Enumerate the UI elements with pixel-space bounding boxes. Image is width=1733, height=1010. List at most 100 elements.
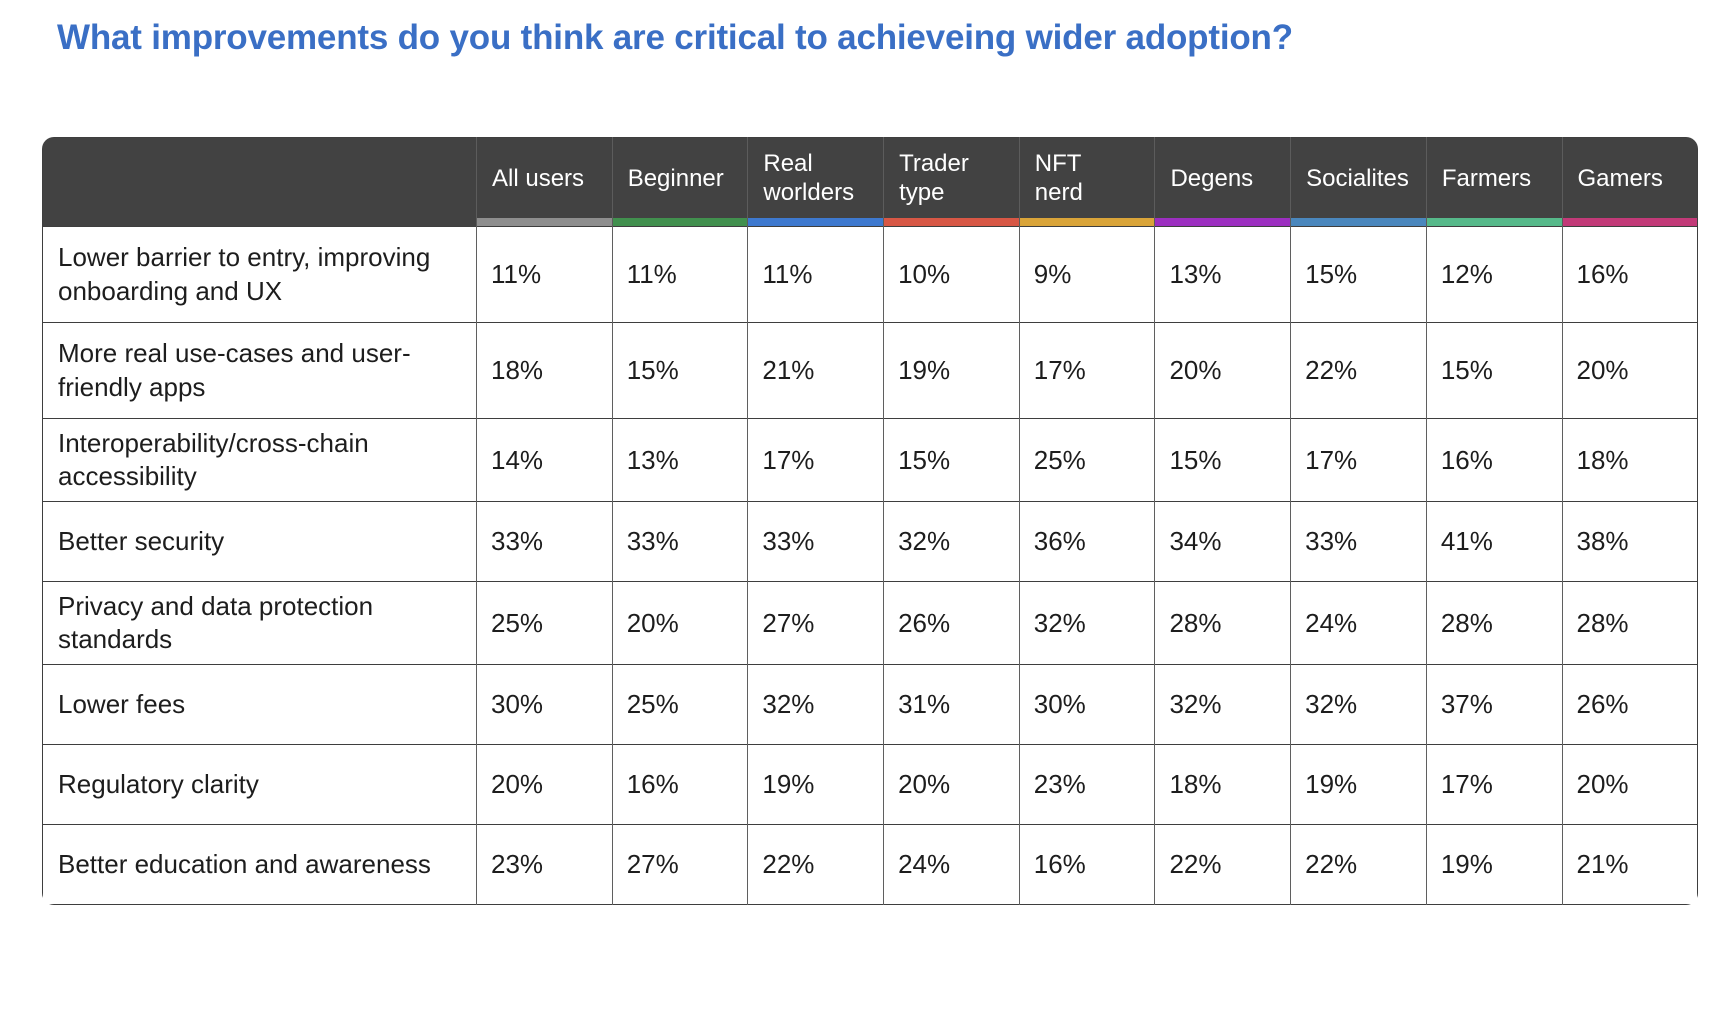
value-cell: 27%: [747, 581, 884, 665]
value-cell: 12%: [1425, 226, 1562, 323]
column-color-bar: [1426, 218, 1562, 226]
value-cell: 30%: [476, 664, 613, 745]
value-cell: 18%: [476, 322, 613, 419]
value-cell: 22%: [1290, 322, 1427, 419]
value-cell: 25%: [1018, 417, 1155, 502]
column-color-bar: [748, 218, 884, 226]
column-header: Degens: [1154, 137, 1291, 227]
table-row: More real use-cases and user-friendly ap…: [42, 322, 1698, 419]
value-cell: 19%: [747, 744, 884, 825]
table-row: Better security 33% 33% 33% 32% 36% 34% 33% 41% 3…: [42, 501, 1698, 582]
column-header-label: Degens: [1170, 164, 1254, 192]
value-cell: 30%: [1018, 664, 1155, 745]
table-row: Better education and awareness 23% 27% 22% 2…: [42, 824, 1698, 905]
value-cell: 24%: [1290, 581, 1427, 665]
column-color-bar: [477, 218, 612, 226]
value-cell: 21%: [747, 322, 884, 419]
value-cell: 33%: [747, 501, 884, 582]
value-cell: 19%: [883, 322, 1020, 419]
value-cell: 34%: [1154, 501, 1291, 582]
value-cell: 23%: [476, 824, 613, 905]
value-cell: 20%: [883, 744, 1020, 825]
row-label: Lower fees: [42, 664, 477, 745]
value-cell: 28%: [1561, 581, 1698, 665]
column-color-bar: [612, 218, 748, 226]
table-row: Interoperability/cross-chain accessibili…: [42, 417, 1698, 502]
row-label: Better education and awareness: [42, 824, 477, 905]
column-header: Beginner: [611, 137, 748, 227]
value-cell: 22%: [747, 824, 884, 905]
survey-question-title: What improvements do you think are criti…: [57, 18, 1293, 57]
value-cell: 11%: [747, 226, 884, 323]
results-table: All users Beginner Real worlders Trader typ…: [42, 137, 1698, 906]
value-cell: 13%: [1154, 226, 1291, 323]
value-cell: 20%: [476, 744, 613, 825]
value-cell: 11%: [476, 226, 613, 323]
value-cell: 15%: [1290, 226, 1427, 323]
value-cell: 33%: [476, 501, 613, 582]
table-header-row: All users Beginner Real worlders Trader typ…: [42, 137, 1698, 227]
value-cell: 11%: [611, 226, 748, 323]
value-cell: 10%: [883, 226, 1020, 323]
value-cell: 41%: [1425, 501, 1562, 582]
column-header: Socialites: [1290, 137, 1427, 227]
value-cell: 20%: [611, 581, 748, 665]
value-cell: 20%: [1154, 322, 1291, 419]
table-row: Regulatory clarity 20% 16% 19% 20% 23% 18% 19% 1…: [42, 744, 1698, 825]
value-cell: 28%: [1154, 581, 1291, 665]
corner-cell: [42, 137, 477, 227]
value-cell: 24%: [883, 824, 1020, 905]
column-header: All users: [476, 137, 613, 227]
column-header: Farmers: [1425, 137, 1562, 227]
value-cell: 26%: [1561, 664, 1698, 745]
column-header-label: NFT nerd: [1034, 150, 1083, 206]
value-cell: 38%: [1561, 501, 1698, 582]
row-label: Privacy and data protection standards: [42, 581, 477, 665]
value-cell: 17%: [1425, 744, 1562, 825]
column-header-label: Trader type: [899, 150, 969, 206]
row-label: Better security: [42, 501, 477, 582]
column-header-label: All users: [492, 164, 585, 192]
value-cell: 13%: [611, 417, 748, 502]
value-cell: 16%: [611, 744, 748, 825]
column-header-label: Gamers: [1577, 164, 1663, 192]
value-cell: 19%: [1290, 744, 1427, 825]
value-cell: 28%: [1425, 581, 1562, 665]
column-color-bar: [1562, 218, 1698, 226]
value-cell: 16%: [1018, 824, 1155, 905]
value-cell: 15%: [611, 322, 748, 419]
value-cell: 9%: [1018, 226, 1155, 323]
column-color-bar: [1019, 218, 1155, 226]
value-cell: 14%: [476, 417, 613, 502]
value-cell: 32%: [883, 501, 1020, 582]
column-header-label: Socialites: [1306, 164, 1409, 192]
value-cell: 15%: [883, 417, 1020, 502]
value-cell: 17%: [1290, 417, 1427, 502]
value-cell: 22%: [1290, 824, 1427, 905]
table-row: Lower barrier to entry, improving onboar…: [42, 226, 1698, 323]
column-color-bar: [884, 218, 1019, 226]
value-cell: 27%: [611, 824, 748, 905]
table-row: Lower fees 30% 25% 32% 31% 30% 32% 32% 37% 26%: [42, 664, 1698, 745]
row-label: Lower barrier to entry, improving onboar…: [42, 226, 477, 323]
results-table-wrap: All users Beginner Real worlders Trader typ…: [42, 137, 1698, 906]
row-label: Regulatory clarity: [42, 744, 477, 825]
column-header-label: Real worlders: [763, 150, 855, 206]
row-label: More real use-cases and user-friendly ap…: [42, 322, 477, 419]
column-header: Gamers: [1561, 137, 1698, 227]
value-cell: 37%: [1425, 664, 1562, 745]
value-cell: 33%: [611, 501, 748, 582]
value-cell: 16%: [1425, 417, 1562, 502]
value-cell: 25%: [611, 664, 748, 745]
value-cell: 32%: [1290, 664, 1427, 745]
value-cell: 23%: [1018, 744, 1155, 825]
column-color-bar: [1291, 218, 1426, 226]
column-header-label: Farmers: [1441, 164, 1532, 192]
column-header: NFT nerd: [1018, 137, 1155, 227]
value-cell: 17%: [1018, 322, 1155, 419]
column-header: Trader type: [883, 137, 1020, 227]
value-cell: 25%: [476, 581, 613, 665]
value-cell: 15%: [1425, 322, 1562, 419]
column-color-bar: [1155, 218, 1291, 226]
value-cell: 17%: [747, 417, 884, 502]
